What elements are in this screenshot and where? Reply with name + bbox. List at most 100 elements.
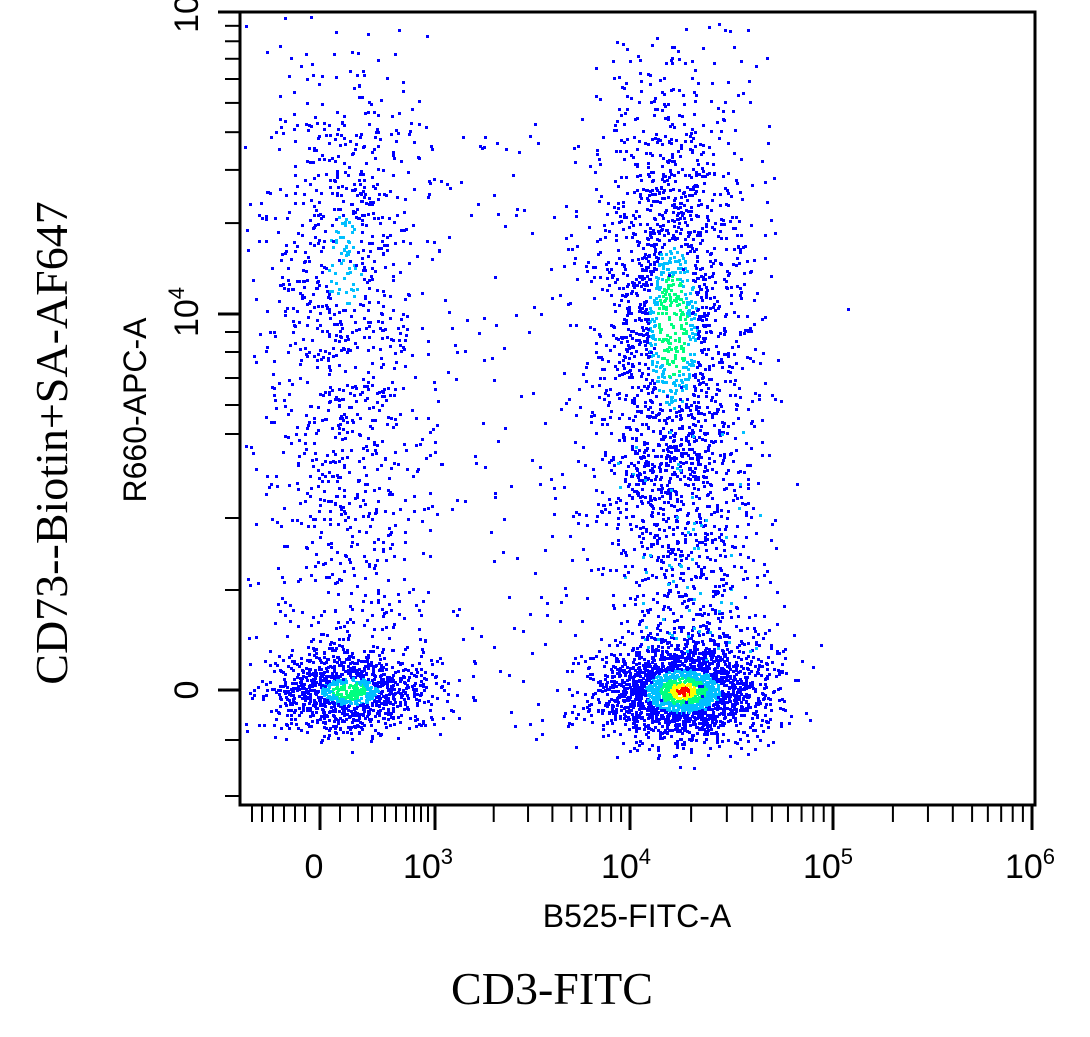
event-dot [590,703,593,706]
event-dot [684,676,687,679]
event-dot [279,685,282,688]
event-dot [627,711,630,714]
event-dot [651,744,654,747]
event-dot [734,712,737,715]
event-dot [304,347,307,350]
event-dot [778,670,781,673]
event-dot [673,46,676,49]
event-dot [594,692,597,695]
event-dot [406,684,409,687]
event-dot [588,666,591,669]
event-dot [300,711,303,714]
event-dot [672,707,675,710]
event-dot [638,692,641,695]
event-dot [577,662,580,665]
event-dot [651,379,654,382]
event-dot [411,685,414,688]
event-dot [347,726,350,729]
event-dot [362,714,365,717]
event-dot [680,290,683,293]
event-dot [682,689,685,692]
event-dot [379,675,382,678]
event-dot [341,696,344,699]
event-dot [680,298,683,301]
event-dot [631,236,634,239]
event-dot [279,689,282,692]
event-dot [290,654,293,657]
event-dot [714,259,717,262]
event-dot [764,257,767,260]
event-dot [404,668,407,671]
event-dot [430,145,433,148]
event-dot [447,682,450,685]
event-dot [284,17,287,20]
event-dot [402,313,405,316]
event-dot [300,681,303,684]
event-dot [338,288,341,291]
event-dot [346,731,349,734]
event-dot [364,490,367,493]
event-dot [358,717,361,720]
event-dot [675,313,678,316]
event-dot [696,234,699,237]
event-dot [290,722,293,725]
event-dot [361,214,364,217]
event-dot [615,569,618,572]
event-dot [633,747,636,750]
event-dot [644,230,647,233]
event-dot [669,257,672,260]
event-dot [355,692,358,695]
event-dot [671,673,674,676]
event-dot [358,699,361,702]
event-dot [352,694,355,697]
event-dot [701,319,704,322]
event-dot [685,133,688,136]
event-dot [336,176,339,179]
event-dot [660,683,663,686]
event-dot [382,695,385,698]
event-dot [369,250,372,253]
event-dot [661,214,664,217]
event-dot [770,644,773,647]
event-dot [333,670,336,673]
event-dot [315,287,318,290]
event-dot [658,466,661,469]
event-dot [710,440,713,443]
event-dot [328,311,331,314]
event-dot [362,706,365,709]
event-dot [306,324,309,327]
event-dot [678,684,681,687]
event-dot [318,699,321,702]
event-dot [404,682,407,685]
event-dot [690,328,693,331]
event-dot [351,189,354,192]
event-dot [638,262,641,265]
event-dot [717,307,720,310]
event-dot [400,229,403,232]
event-dot [693,317,696,320]
event-dot [685,403,688,406]
event-dot [650,677,653,680]
event-dot [359,683,362,686]
event-dot [653,665,656,668]
event-dot [617,249,620,252]
event-dot [708,146,711,149]
event-dot [406,328,409,331]
event-dot [638,241,641,244]
event-dot [323,652,326,655]
event-dot [389,702,392,705]
event-dot [662,449,665,452]
event-dot [367,667,370,670]
event-dot [623,87,626,90]
event-dot [293,660,296,663]
event-dot [357,659,360,662]
event-dot [340,664,343,667]
event-dot [763,697,766,700]
event-dot [681,280,684,283]
event-dot [626,48,629,51]
event-dot [650,283,653,286]
event-dot [654,248,657,251]
event-dot [622,691,625,694]
event-dot [647,367,650,370]
event-dot [601,683,604,686]
